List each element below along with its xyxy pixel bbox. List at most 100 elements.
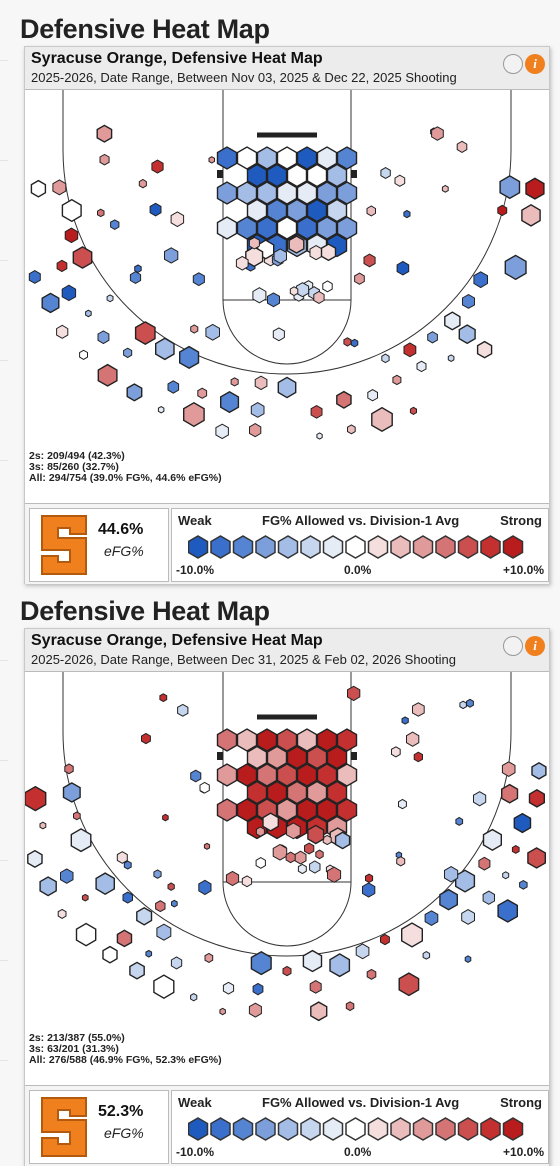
shot-hex (413, 751, 423, 763)
shot-hex (412, 702, 425, 717)
tick-high: +10.0% (502, 563, 544, 577)
chart-subtitle: 2025-2026, Date Range, Between Nov 03, 2… (31, 70, 457, 85)
shot-hex (136, 906, 153, 926)
shot-hex (154, 337, 175, 361)
shot-hex (285, 851, 296, 864)
shot-hex (424, 910, 439, 926)
shot-hex (41, 292, 60, 314)
shot-hex (306, 745, 328, 770)
shot-hex (444, 311, 461, 331)
legend-swatch (210, 535, 231, 559)
shot-hex (276, 216, 298, 240)
shot-hex (527, 847, 546, 869)
shot-hex (266, 198, 288, 223)
shot-hex (203, 842, 211, 850)
shot-hex (502, 871, 510, 880)
shot-hex (334, 831, 351, 850)
shot-hex (248, 1002, 262, 1018)
shot-hex (28, 270, 41, 284)
shot-hex (288, 235, 305, 254)
info-icon[interactable]: i (525, 54, 545, 74)
tick-low: -10.0% (176, 563, 215, 577)
shot-hex (343, 337, 352, 347)
toggle-circle-button[interactable] (503, 636, 523, 656)
shot-hex (444, 866, 459, 883)
shot-hex (329, 953, 351, 978)
shot-hex (310, 1001, 328, 1022)
shot-hex (350, 338, 359, 348)
shot-hex (431, 126, 444, 141)
shot-hex (252, 982, 264, 996)
shot-hex (511, 845, 520, 854)
shot-hex (276, 146, 298, 170)
shot-hex (153, 974, 175, 1000)
shot-hex (199, 781, 210, 794)
shot-hex (164, 247, 179, 264)
shot-hex (256, 216, 278, 240)
shot-hex (96, 124, 113, 143)
chart-title: Syracuse Orange, Defensive Heat Map (31, 632, 323, 649)
shot-hex (70, 828, 92, 853)
shot-hex (110, 219, 120, 230)
shot-hex (52, 179, 67, 196)
shot-hex (102, 945, 118, 964)
shot-hex (441, 184, 449, 193)
shot-hex (216, 146, 238, 170)
shot-hex (198, 879, 212, 896)
shot-hex (138, 178, 147, 189)
shot-hex (178, 345, 200, 370)
shot-hex (106, 294, 114, 303)
shot-hex (190, 324, 199, 334)
shot-hex (255, 857, 266, 869)
shot-hex (336, 181, 358, 205)
legend-swatch (435, 535, 456, 559)
shot-hex (306, 198, 328, 223)
shot-hex (255, 826, 265, 837)
shot-hex (513, 812, 532, 834)
legend-swatch (345, 1117, 366, 1141)
heatmap-card: Syracuse Orange, Defensive Heat Map 2025… (24, 46, 550, 584)
shot-hex (473, 791, 487, 807)
shot-stats: 2s: 213/387 (55.0%) 3s: 63/201 (31.3%) A… (29, 1033, 222, 1066)
shot-hex (320, 243, 337, 262)
shot-hex (371, 406, 393, 433)
heatmap-card: Syracuse Orange, Defensive Heat Map 2025… (24, 628, 550, 1166)
efg-label: eFG% (104, 543, 144, 559)
shot-hex (322, 280, 333, 293)
shot-hex (316, 763, 338, 787)
legend-swatch (255, 1117, 276, 1141)
legend-swatch (502, 535, 524, 559)
shot-hex (316, 432, 323, 440)
shot-hex (204, 952, 214, 963)
shot-hex (159, 693, 168, 703)
shot-hex (439, 888, 458, 911)
team-box: 44.6% eFG% (29, 508, 169, 582)
shot-hex (482, 828, 502, 852)
legend-swatch (188, 535, 209, 559)
shot-hex (256, 728, 278, 752)
shot-hex (155, 900, 166, 913)
shot-hex (345, 1001, 355, 1012)
shot-hex (73, 811, 81, 821)
legend-swatch (367, 1117, 389, 1141)
toggle-circle-button[interactable] (503, 54, 523, 74)
shot-hex (61, 198, 82, 223)
shot-hex (95, 872, 116, 896)
shot-hex (366, 968, 377, 980)
shot-hex (276, 181, 298, 205)
shot-hex (501, 783, 519, 804)
shot-hex (304, 842, 315, 855)
shot-hex (167, 380, 180, 394)
shot-hex (219, 390, 240, 414)
shot-hex (64, 763, 74, 775)
shot-hex (501, 761, 516, 777)
shot-hex (225, 870, 240, 887)
shot-hex (134, 264, 142, 273)
page-title: Defensive Heat Map (20, 596, 270, 626)
shot-hex (85, 309, 92, 318)
shot-hex (216, 181, 238, 205)
info-icon[interactable]: i (525, 636, 545, 656)
shot-hex (197, 387, 208, 399)
efg-value: 52.3% (98, 1103, 144, 1120)
shot-hex (466, 698, 474, 708)
